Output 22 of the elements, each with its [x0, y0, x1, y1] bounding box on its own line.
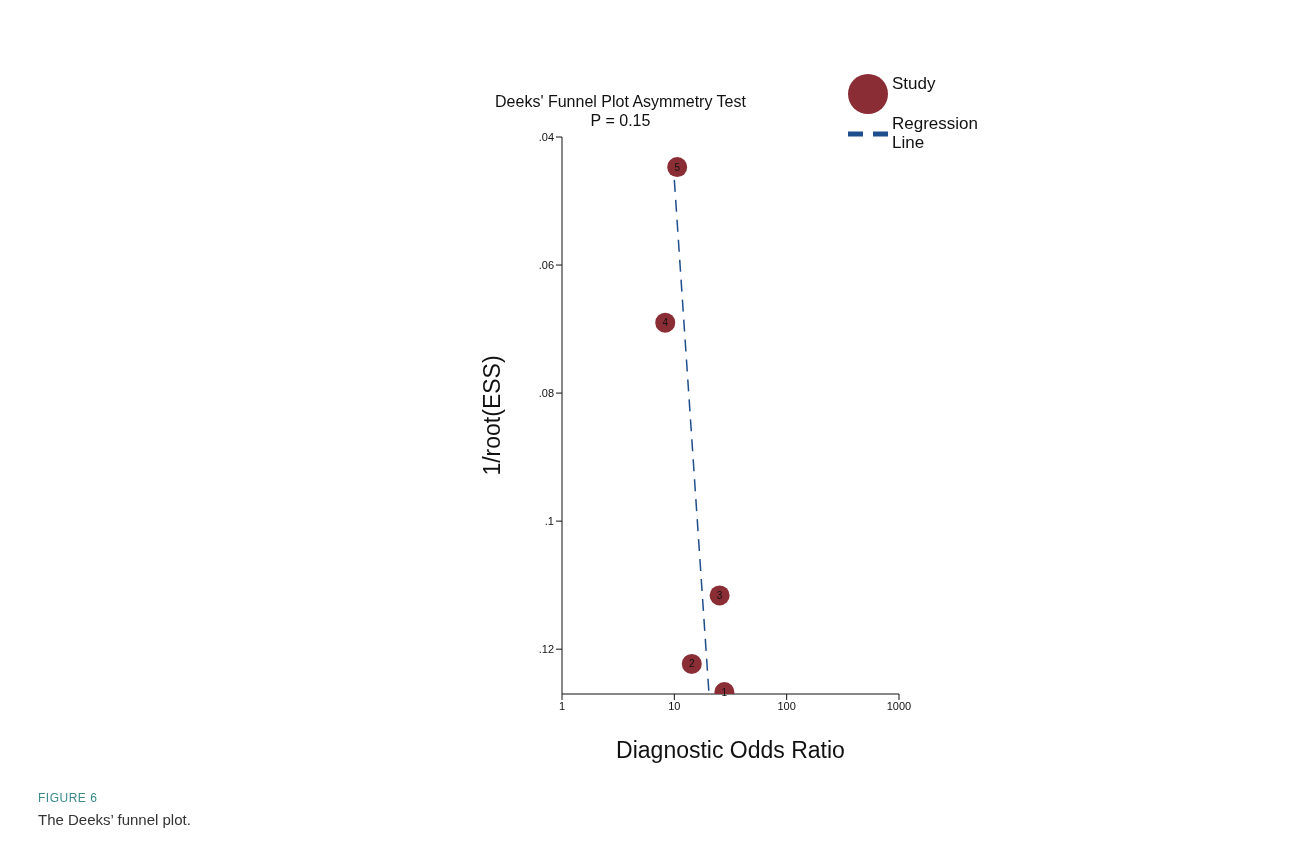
annotation: 2	[689, 658, 695, 670]
caption: FIGURE 6	[38, 791, 98, 805]
x-tick-label: 10	[668, 699, 681, 712]
chart-subtitle: P = 0.15	[590, 112, 651, 129]
chart-title: Deeks' Funnel Plot Asymmetry Test	[494, 92, 747, 111]
x-tick-label: 100	[777, 699, 796, 712]
annotation: 5	[674, 161, 681, 173]
legend-label: Regression Line	[892, 114, 979, 152]
y-tick-label: .12	[538, 643, 554, 656]
text: The Deeks’ funnel plot.	[38, 811, 191, 828]
annotation: 3	[716, 589, 723, 601]
y-tick-label: .08	[538, 387, 554, 399]
x-axis-title: Diagnostic Odds Ratio	[616, 737, 845, 763]
y-axis-title: 1/root(ESS)	[479, 355, 506, 476]
x-tick-label: 1000	[886, 699, 912, 712]
annotation: 1	[721, 686, 728, 698]
annotation: 4	[662, 317, 669, 329]
legend-label: Study	[892, 74, 937, 93]
y-tick-label: .1	[544, 515, 554, 528]
y-tick-label: .04	[538, 130, 554, 143]
x-tick-label: 1	[558, 699, 566, 712]
y-tick-label: .06	[538, 258, 554, 271]
